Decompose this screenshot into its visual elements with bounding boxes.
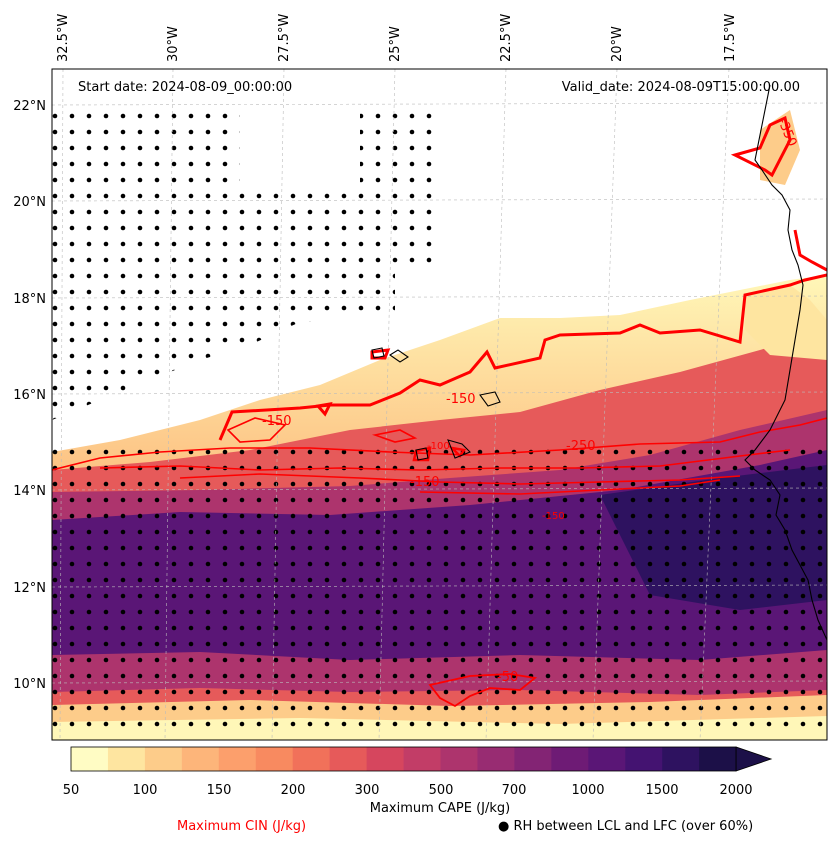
colorbar-segment bbox=[255, 747, 294, 771]
colorbar-tick: 50 bbox=[63, 783, 80, 798]
cin-contour-band bbox=[419, 479, 721, 495]
colorbar-tick: 300 bbox=[355, 783, 380, 798]
cin-contour-ring bbox=[226, 417, 287, 443]
cin-contour-south bbox=[428, 673, 538, 708]
colorbar-tick: 500 bbox=[429, 783, 454, 798]
gridline bbox=[59, 69, 64, 740]
colorbar-border bbox=[70, 746, 737, 772]
contour-label: -150 bbox=[410, 475, 440, 490]
gridlines bbox=[52, 69, 827, 740]
colorbar-segment bbox=[514, 747, 552, 771]
colorbar-segment bbox=[218, 747, 257, 771]
colorbar-segment bbox=[662, 747, 700, 771]
gridline bbox=[699, 69, 730, 740]
coastline-island bbox=[415, 447, 429, 461]
colorbar-segment bbox=[699, 747, 737, 771]
contour-label: -150 bbox=[262, 414, 292, 429]
colorbar-segment bbox=[292, 747, 331, 771]
gridline bbox=[592, 69, 618, 740]
coastline-island bbox=[371, 347, 385, 359]
contour-label: -100 bbox=[427, 441, 450, 452]
lat-tick-labels: 22°N 20°N 18°N 16°N 14°N 12°N 10°N bbox=[13, 99, 46, 692]
cin-contour-island bbox=[412, 446, 432, 462]
cin-contour-ring bbox=[371, 429, 418, 443]
colorbar-segment bbox=[71, 747, 109, 771]
gridline bbox=[485, 69, 507, 740]
coastline-africa bbox=[744, 84, 827, 641]
lon-label: 22.5°W bbox=[499, 14, 514, 62]
cape-coast-patch bbox=[745, 285, 827, 360]
map-area bbox=[52, 69, 827, 740]
cin-contours bbox=[52, 115, 827, 708]
colorbar-title: Maximum CAPE (J/kg) bbox=[369, 801, 511, 816]
lat-label: 22°N bbox=[13, 99, 46, 114]
colorbar-segment bbox=[588, 747, 626, 771]
rh-legend: ● RH between LCL and LFC (over 60%) bbox=[498, 819, 754, 834]
cin-contour-band bbox=[179, 473, 741, 485]
start-date-label: Start date: 2024-08-09_00:00:00 bbox=[78, 80, 292, 95]
colorbar-segment bbox=[551, 747, 589, 771]
lon-label: 32.5°W bbox=[56, 14, 71, 62]
cin-contour-island bbox=[315, 402, 333, 417]
rh-stipple-gap bbox=[240, 110, 360, 190]
colorbar-tick: 150 bbox=[207, 783, 232, 798]
lon-label: 20°W bbox=[610, 26, 625, 62]
colorbar bbox=[70, 746, 773, 772]
valid-date-label: Valid_date: 2024-08-09T15:00:00.00 bbox=[562, 80, 800, 95]
lat-label: 14°N bbox=[13, 484, 46, 499]
contour-label: -150 bbox=[446, 392, 476, 407]
coastline-island bbox=[479, 391, 501, 407]
colorbar-tick: 1500 bbox=[645, 783, 678, 798]
lon-label: 17.5°W bbox=[723, 14, 738, 62]
colorbar-tick: 700 bbox=[502, 783, 527, 798]
cin-contour-north bbox=[730, 115, 792, 178]
colorbar-tick: 200 bbox=[281, 783, 306, 798]
colorbar-segment bbox=[144, 747, 183, 771]
colorbar-tick-labels: 50 100 150 200 300 500 700 1000 1500 200… bbox=[63, 783, 753, 798]
contour-label: -250 bbox=[566, 439, 596, 454]
colorbar-extend-arrow bbox=[735, 746, 773, 772]
contour-label: -150 bbox=[542, 511, 565, 522]
cin-contour-band bbox=[52, 417, 827, 471]
lat-label: 12°N bbox=[13, 581, 46, 596]
lon-tick-labels: 32.5°W 30°W 27.5°W 25°W 22.5°W 20°W 17.5… bbox=[56, 14, 738, 62]
colorbar-segment bbox=[440, 747, 478, 771]
colorbar-segment bbox=[625, 747, 663, 771]
gridline bbox=[378, 69, 396, 740]
contour-label: -50 bbox=[497, 670, 518, 685]
colorbar-segment bbox=[181, 747, 220, 771]
cin-contour-band bbox=[99, 449, 791, 471]
lon-label: 25°W bbox=[388, 26, 403, 62]
colorbar-segment bbox=[477, 747, 515, 771]
cin-legend: Maximum CIN (J/kg) bbox=[177, 819, 307, 834]
lat-label: 20°N bbox=[13, 195, 46, 210]
map-border bbox=[51, 68, 828, 741]
colorbar-tick: 100 bbox=[133, 783, 158, 798]
cin-contour-island bbox=[448, 446, 467, 458]
colorbar-tick: 2000 bbox=[719, 783, 752, 798]
cin-contour-boundary bbox=[218, 273, 827, 441]
colorbar-segment bbox=[329, 747, 367, 771]
lat-label: 18°N bbox=[13, 292, 46, 307]
lat-label: 10°N bbox=[13, 677, 46, 692]
colorbar-segment bbox=[403, 747, 441, 771]
gridline bbox=[164, 69, 174, 740]
lon-label: 30°W bbox=[166, 26, 181, 62]
colorbar-tick: 1000 bbox=[571, 783, 604, 798]
lon-label: 27.5°W bbox=[277, 14, 292, 62]
colorbar-segment bbox=[107, 747, 146, 771]
coastline-island bbox=[389, 349, 409, 363]
cin-contour-coast bbox=[793, 229, 827, 272]
gridline bbox=[271, 69, 285, 740]
rh-stipple bbox=[52, 110, 827, 730]
coastline-island bbox=[447, 439, 471, 459]
lat-label: 16°N bbox=[13, 388, 46, 403]
colorbar-segment bbox=[366, 747, 404, 771]
coastline bbox=[371, 84, 827, 641]
